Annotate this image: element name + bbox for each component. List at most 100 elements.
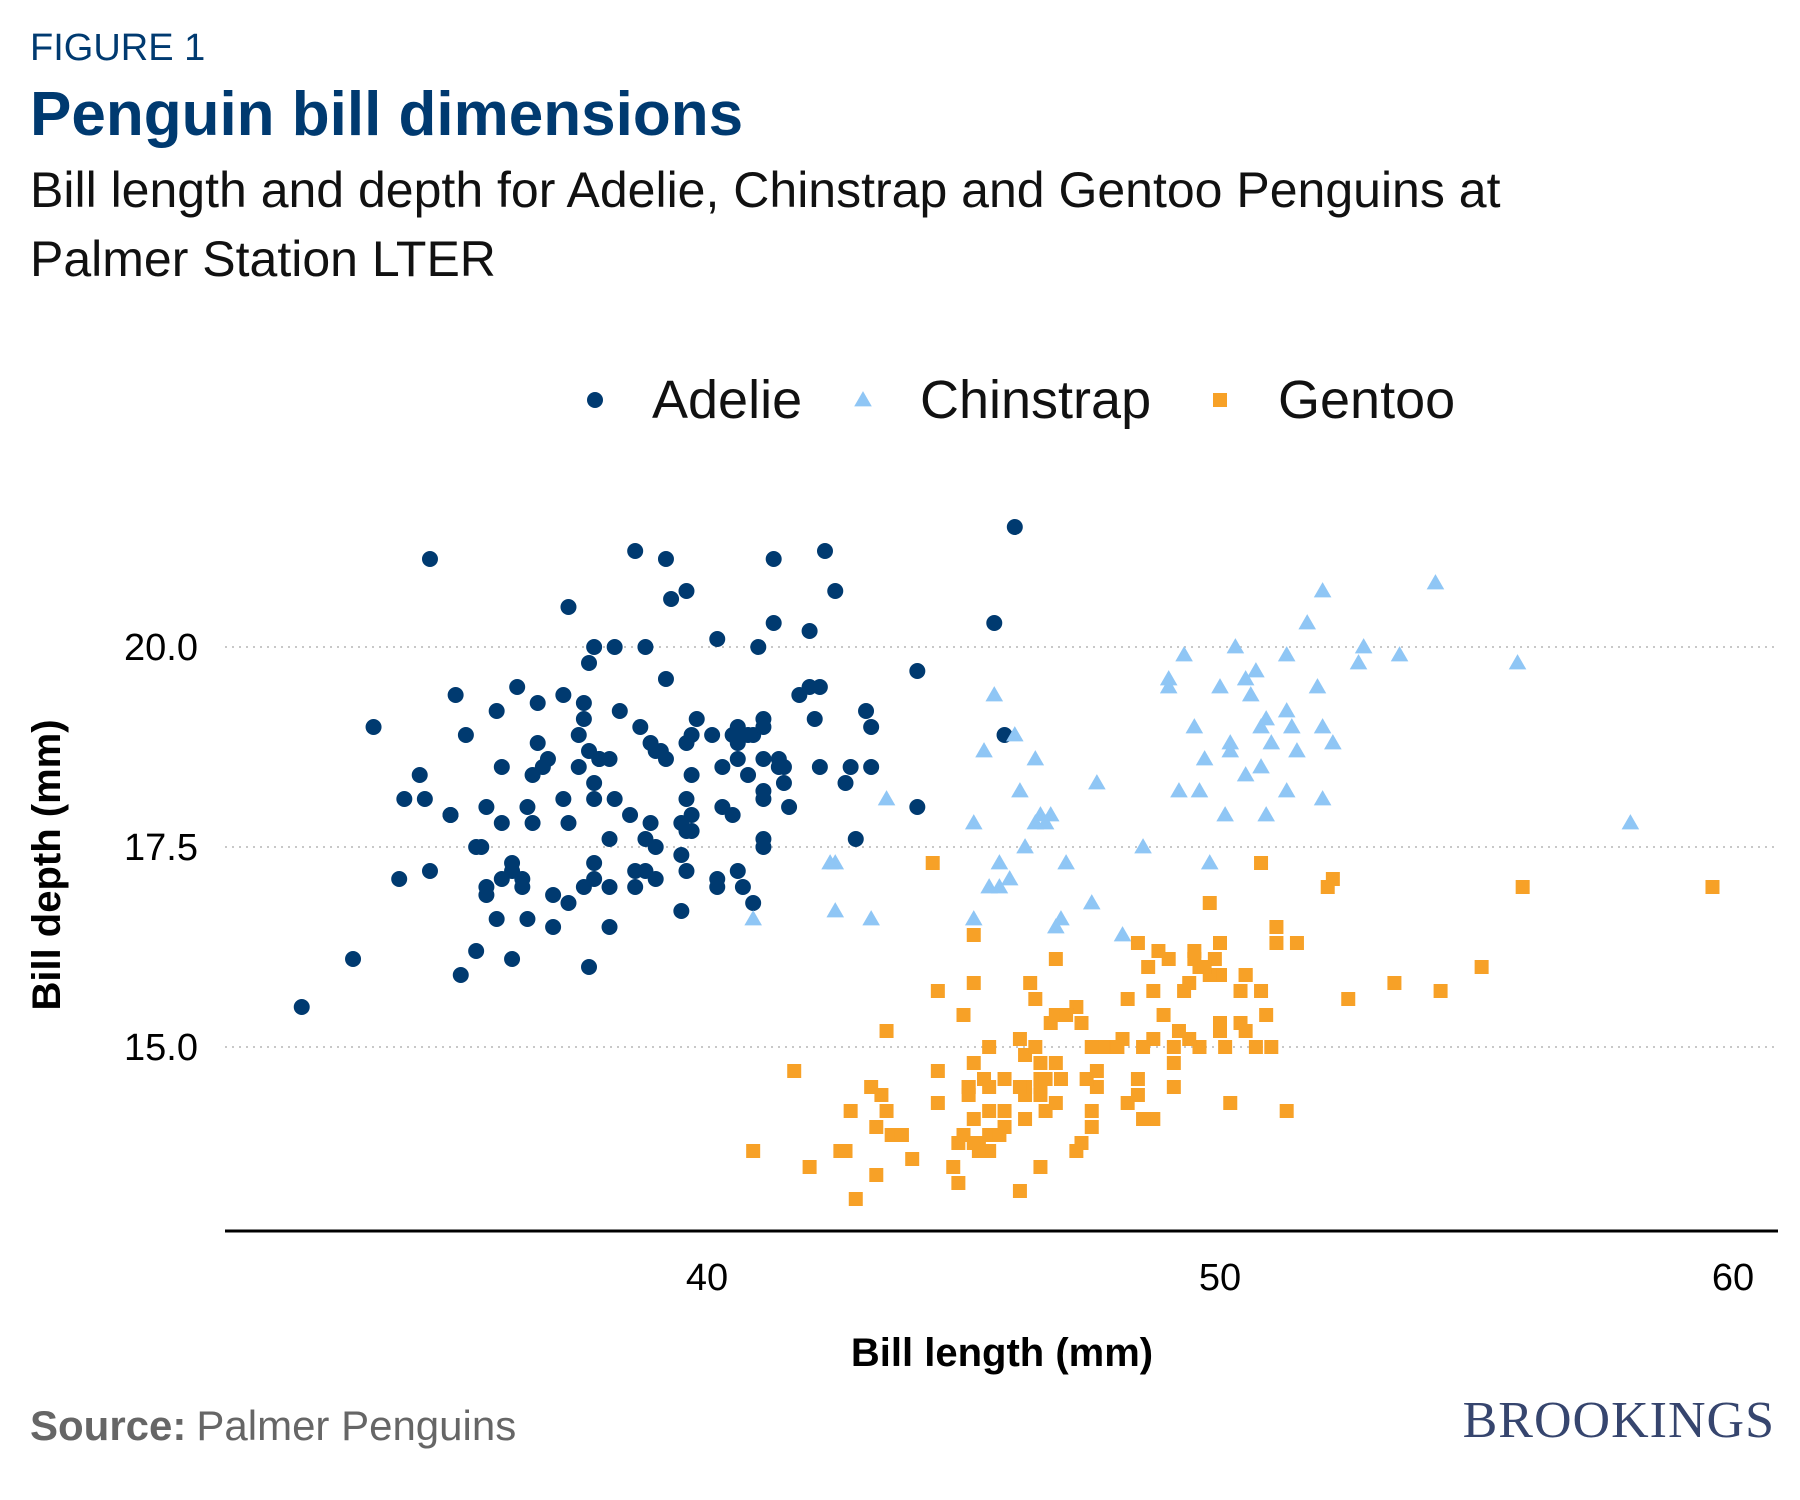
- legend-marker-adelie: [587, 392, 603, 408]
- gentoo-point: [997, 1104, 1012, 1118]
- adelie-point: [416, 791, 433, 807]
- adelie-point: [606, 791, 623, 807]
- gentoo-point: [1033, 1160, 1048, 1174]
- series-adelie: [293, 519, 1023, 1015]
- chinstrap-point: [1247, 662, 1265, 678]
- gentoo-point: [1279, 1104, 1294, 1118]
- adelie-point: [493, 815, 510, 831]
- adelie-point: [847, 831, 864, 847]
- source-note: Source: Palmer Penguins: [30, 1402, 516, 1449]
- chinstrap-point: [964, 910, 983, 926]
- gentoo-point: [1213, 936, 1227, 950]
- legend-item-gentoo: Gentoo: [1213, 370, 1455, 430]
- gentoo-point: [787, 1064, 802, 1078]
- gentoo-point: [982, 1040, 997, 1054]
- chinstrap-point: [1226, 638, 1245, 654]
- gentoo-point: [1012, 1032, 1027, 1046]
- chinstrap-point: [1190, 782, 1209, 798]
- adelie-point: [581, 655, 598, 671]
- chinstrap-point: [1026, 750, 1045, 766]
- source-label: Source:: [30, 1402, 186, 1449]
- gentoo-point: [1223, 1096, 1238, 1110]
- chinstrap-point: [1283, 718, 1301, 734]
- chinstrap-point: [1159, 670, 1178, 686]
- chart-subtitle-line1: Bill length and depth for Adelie, Chinst…: [30, 162, 1501, 218]
- chinstrap-point: [1057, 854, 1075, 870]
- adelie-point: [365, 719, 382, 735]
- gentoo-point: [1433, 984, 1448, 998]
- gentoo-point: [1269, 920, 1284, 934]
- adelie-point: [560, 895, 577, 911]
- gentoo-point: [1197, 960, 1212, 974]
- adelie-point: [678, 863, 695, 879]
- adelie-point: [842, 759, 859, 775]
- gentoo-point: [1182, 976, 1197, 990]
- chinstrap-point: [1354, 638, 1373, 654]
- gentoo-point: [1048, 1096, 1063, 1110]
- adelie-point: [447, 687, 464, 703]
- gentoo-point: [1084, 1120, 1099, 1134]
- adelie-point: [575, 711, 592, 727]
- gentoo-point: [1028, 1040, 1043, 1054]
- legend: Adelie Chinstrap Gentoo: [587, 370, 1455, 430]
- gentoo-point: [925, 856, 940, 870]
- gentoo-point: [1166, 1080, 1181, 1094]
- adelie-point: [493, 871, 510, 887]
- chinstrap-point: [1313, 582, 1332, 598]
- chinstrap-point: [1241, 686, 1260, 702]
- gentoo-point: [1023, 976, 1038, 990]
- gentoo-point: [1254, 984, 1269, 998]
- gentoo-point: [1218, 1040, 1233, 1054]
- gentoo-point: [874, 1088, 889, 1102]
- data-points: [293, 519, 1720, 1206]
- adelie-point: [396, 791, 413, 807]
- adelie-point: [622, 807, 639, 823]
- adelie-point: [729, 719, 746, 735]
- adelie-point: [504, 951, 521, 967]
- adelie-point: [421, 551, 438, 567]
- x-tick-label: 40: [686, 1257, 728, 1299]
- gentoo-point: [848, 1192, 863, 1206]
- adelie-point: [657, 551, 674, 567]
- adelie-point: [493, 759, 510, 775]
- adelie-point: [678, 791, 695, 807]
- gentoo-point: [1074, 1016, 1089, 1030]
- adelie-point: [1006, 519, 1023, 535]
- gentoo-point: [1166, 1040, 1181, 1054]
- adelie-point: [586, 639, 603, 655]
- chinstrap-point: [1262, 734, 1281, 750]
- adelie-point: [478, 799, 495, 815]
- figure-label: FIGURE 1: [30, 27, 205, 69]
- adelie-point: [811, 759, 828, 775]
- y-axis-ticks: 15.0 17.5 20.0: [124, 627, 198, 1069]
- gentoo-point: [1084, 1040, 1099, 1054]
- adelie-point: [442, 807, 459, 823]
- adelie-point: [781, 799, 798, 815]
- gentoo-point: [997, 1120, 1012, 1134]
- gentoo-point: [1130, 936, 1145, 950]
- adelie-point: [411, 767, 428, 783]
- adelie-point: [345, 951, 362, 967]
- chinstrap-point: [1011, 782, 1029, 798]
- adelie-point: [801, 623, 818, 639]
- gentoo-point: [1110, 1040, 1125, 1054]
- gentoo-point: [930, 1064, 945, 1078]
- y-axis-title: Bill depth (mm): [25, 719, 69, 1010]
- adelie-point: [581, 959, 598, 975]
- gentoo-point: [982, 1104, 997, 1118]
- adelie-point: [627, 543, 644, 559]
- x-axis-ticks: 40 50 60: [686, 1257, 1754, 1299]
- adelie-point: [519, 799, 536, 815]
- gentoo-point: [905, 1152, 920, 1166]
- chinstrap-point: [1221, 734, 1240, 750]
- chinstrap-point: [1041, 806, 1060, 822]
- chinstrap-point: [1006, 726, 1024, 742]
- chart-title: Penguin bill dimensions: [30, 80, 743, 149]
- chinstrap-point: [1308, 678, 1327, 694]
- chinstrap-point: [744, 910, 762, 926]
- gentoo-point: [946, 1160, 961, 1174]
- gentoo-point: [997, 1072, 1012, 1086]
- legend-label-chinstrap: Chinstrap: [920, 370, 1151, 430]
- adelie-point: [524, 815, 541, 831]
